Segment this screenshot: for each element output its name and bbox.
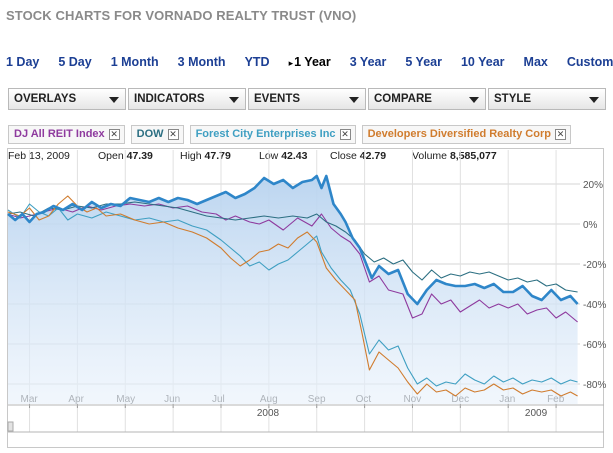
remove-comparison-icon[interactable]: ✕ — [339, 129, 351, 140]
range-1-month[interactable]: 1 Month — [111, 55, 159, 69]
menu-label: OVERLAYS — [14, 93, 77, 105]
range-selector: 1 Day 5 Day 1 Month 3 Month YTD ▸1 Year 3 Year… — [6, 55, 613, 69]
legend-label: Developers Diversified Realty Corp — [367, 128, 551, 140]
y-tick-label: 20% — [583, 180, 603, 191]
legend-label: DOW — [136, 128, 164, 140]
legend-dj-all-reit-index: DJ All REIT Index ✕ — [8, 125, 125, 144]
y-tick-label: 0% — [583, 220, 598, 231]
range-label: 1 Day — [6, 55, 40, 69]
quote-high-label: High — [180, 150, 202, 162]
caret-down-icon — [229, 97, 239, 103]
quote-low-value: 42.43 — [281, 150, 308, 162]
range-label: Max — [523, 55, 548, 69]
y-tick-label: -60% — [583, 340, 606, 351]
menu-label: COMPARE — [374, 93, 432, 105]
chart-menus: OVERLAYS INDICATORS EVENTS COMPARE STYLE — [8, 88, 608, 110]
range-handle-left — [7, 421, 14, 432]
quote-volume: Volume 8,585,077 — [412, 150, 497, 162]
quote-open-label: Open — [98, 150, 124, 162]
quote-volume-label: Volume — [412, 150, 448, 162]
menu-label: STYLE — [494, 93, 532, 105]
legend-dow: DOW ✕ — [130, 125, 184, 144]
remove-comparison-icon[interactable]: ✕ — [167, 129, 179, 140]
year-label: 2008 — [257, 408, 280, 419]
legend-developers-diversified-realty-corp: Developers Diversified Realty Corp ✕ — [361, 125, 571, 144]
comparison-legend: DJ All REIT Index ✕ DOW ✕ Forest City Enterp… — [8, 125, 577, 144]
caret-down-icon — [469, 97, 479, 103]
quote-high: High 47.79 — [180, 150, 231, 162]
y-tick-label: -40% — [583, 300, 606, 311]
caret-down-icon — [109, 97, 119, 103]
quote-high-value: 47.79 — [204, 150, 231, 162]
range-1-year[interactable]: ▸1 Year — [289, 55, 331, 69]
range-3-year[interactable]: 3 Year — [350, 55, 387, 69]
overlays-menu[interactable]: OVERLAYS — [8, 88, 126, 110]
series-line-vno — [7, 174, 579, 306]
quote-date: Feb 13, 2009 — [8, 150, 70, 162]
y-tick-label: -20% — [583, 260, 606, 271]
menu-label: EVENTS — [254, 93, 301, 105]
remove-comparison-icon[interactable]: ✕ — [108, 129, 120, 140]
quote-close-value: 42.79 — [359, 150, 387, 162]
quote-open: Open 47.39 — [98, 150, 153, 162]
range-max[interactable]: Max — [524, 55, 548, 69]
style-menu[interactable]: STYLE — [488, 88, 606, 110]
legend-label: Forest City Enterprises Inc — [195, 128, 336, 140]
range-label: 3 Year — [349, 55, 387, 69]
range-1-day[interactable]: 1 Day — [6, 55, 39, 69]
quote-close-label: Close — [330, 150, 357, 162]
remove-comparison-icon[interactable]: ✕ — [554, 129, 566, 140]
range-5-day[interactable]: 5 Day — [58, 55, 91, 69]
range-5-year[interactable]: 5 Year — [405, 55, 442, 69]
quote-volume-value: 8,585,077 — [449, 150, 497, 162]
range-custom[interactable]: Custom — [567, 55, 613, 69]
compare-menu[interactable]: COMPARE — [368, 88, 486, 110]
active-range-marker-icon: ▸ — [288, 58, 294, 68]
range-label: Custom — [566, 55, 613, 69]
range-label: 5 Day — [58, 55, 92, 69]
quote-close: Close 42.79 — [330, 150, 386, 162]
range-3-month[interactable]: 3 Month — [178, 55, 226, 69]
series-line-developers-diversified-realty-corp — [7, 195, 578, 397]
range-10-year[interactable]: 10 Year — [461, 55, 505, 69]
range-ytd[interactable]: YTD — [245, 55, 270, 69]
menu-label: INDICATORS — [134, 93, 205, 105]
events-menu[interactable]: EVENTS — [248, 88, 366, 110]
range-label: YTD — [244, 55, 270, 69]
range-label: 1 Month — [110, 55, 159, 69]
caret-down-icon — [349, 97, 359, 103]
vno-area-fill — [8, 176, 578, 404]
range-label: 10 Year — [460, 55, 505, 69]
legend-label: DJ All REIT Index — [14, 128, 105, 140]
caret-down-icon — [589, 97, 599, 103]
range-label: 3 Month — [177, 55, 226, 69]
page-title: STOCK CHARTS FOR VORNADO REALTY TRUST (V… — [6, 8, 357, 23]
indicators-menu[interactable]: INDICATORS — [128, 88, 246, 110]
range-label: 5 Year — [405, 55, 442, 69]
year-label: 2009 — [525, 408, 548, 419]
quote-open-value: 47.39 — [126, 150, 153, 162]
legend-forest-city-enterprises-inc: Forest City Enterprises Inc ✕ — [189, 125, 356, 144]
y-tick-label: -80% — [583, 380, 606, 391]
range-label: 1 Year — [294, 55, 331, 69]
series-line-forest-city-enterprises-inc — [7, 203, 578, 387]
